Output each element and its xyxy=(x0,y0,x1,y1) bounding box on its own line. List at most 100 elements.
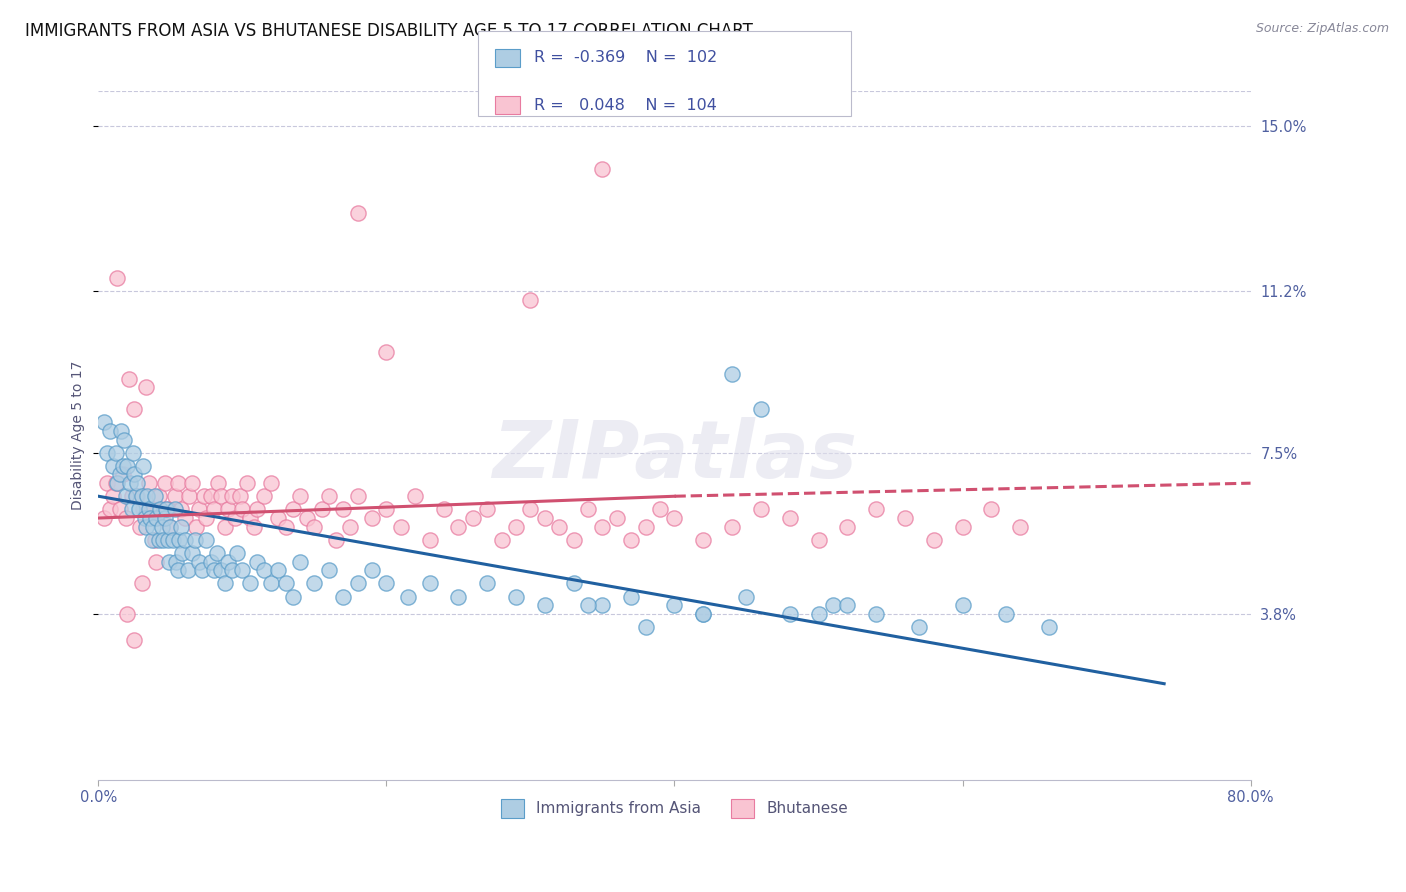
Point xyxy=(837,520,859,534)
Point xyxy=(200,555,222,569)
Point xyxy=(807,607,830,621)
Point xyxy=(318,563,340,577)
Point xyxy=(111,467,134,482)
Point xyxy=(132,502,155,516)
Point xyxy=(148,489,170,503)
Point xyxy=(606,511,628,525)
Point xyxy=(361,511,384,525)
Point xyxy=(150,511,173,525)
Point xyxy=(135,380,157,394)
Point xyxy=(173,533,195,547)
Point xyxy=(865,607,887,621)
Point xyxy=(111,458,134,473)
Point xyxy=(98,502,121,516)
Point xyxy=(191,563,214,577)
Point xyxy=(288,555,311,569)
Point xyxy=(127,489,149,503)
Point xyxy=(375,576,398,591)
Point xyxy=(692,607,714,621)
Point xyxy=(143,533,166,547)
Text: Source: ZipAtlas.com: Source: ZipAtlas.com xyxy=(1256,22,1389,36)
Point xyxy=(634,520,657,534)
Point xyxy=(534,599,557,613)
Point xyxy=(165,555,187,569)
Point xyxy=(346,576,368,591)
Point xyxy=(332,502,354,516)
Point xyxy=(186,520,208,534)
Point xyxy=(157,555,180,569)
Point xyxy=(108,502,131,516)
Point xyxy=(225,546,247,560)
Point xyxy=(922,533,945,547)
Point xyxy=(592,520,614,534)
Point xyxy=(163,502,186,516)
Point xyxy=(576,599,599,613)
Point xyxy=(195,533,218,547)
Point xyxy=(181,546,204,560)
Point xyxy=(138,502,160,516)
Point xyxy=(592,599,614,613)
Point xyxy=(105,476,128,491)
Point xyxy=(721,520,744,534)
Point xyxy=(361,563,384,577)
Point xyxy=(138,476,160,491)
Point xyxy=(821,599,844,613)
Point xyxy=(221,489,243,503)
Point xyxy=(304,576,326,591)
Point xyxy=(173,511,195,525)
Point xyxy=(149,502,172,516)
Point xyxy=(202,502,225,516)
Point xyxy=(576,502,599,516)
Point xyxy=(634,620,657,634)
Point xyxy=(179,489,201,503)
Point xyxy=(505,590,527,604)
Point xyxy=(592,162,614,177)
Point xyxy=(156,533,179,547)
Point xyxy=(894,511,917,525)
Point xyxy=(260,476,283,491)
Point xyxy=(139,511,162,525)
Point xyxy=(562,576,585,591)
Point xyxy=(127,476,149,491)
Point xyxy=(692,607,714,621)
Point xyxy=(188,555,211,569)
Point xyxy=(209,489,232,503)
Point xyxy=(274,520,297,534)
Point xyxy=(375,345,398,359)
Point xyxy=(396,590,419,604)
Point xyxy=(105,271,128,285)
Point xyxy=(93,511,115,525)
Point xyxy=(166,476,188,491)
Point xyxy=(281,502,304,516)
Point xyxy=(159,520,181,534)
Point xyxy=(200,489,222,503)
Point xyxy=(404,489,426,503)
Point xyxy=(115,607,138,621)
Point xyxy=(664,511,686,525)
Point xyxy=(267,563,290,577)
Point xyxy=(253,489,276,503)
Point xyxy=(375,502,398,516)
Point xyxy=(148,533,170,547)
Point xyxy=(908,620,931,634)
Point xyxy=(837,599,859,613)
Point xyxy=(419,533,441,547)
Point xyxy=(170,546,193,560)
Point xyxy=(749,402,772,417)
Point xyxy=(239,576,262,591)
Point xyxy=(124,633,146,648)
Point xyxy=(142,520,165,534)
Point xyxy=(207,476,229,491)
Point xyxy=(131,489,153,503)
Point xyxy=(231,563,253,577)
Point xyxy=(112,433,135,447)
Point xyxy=(548,520,571,534)
Point xyxy=(98,424,121,438)
Point xyxy=(477,502,499,516)
Point xyxy=(135,520,157,534)
Point xyxy=(332,590,354,604)
Point xyxy=(101,489,124,503)
Point xyxy=(217,502,239,516)
Point xyxy=(188,502,211,516)
Point xyxy=(96,445,118,459)
